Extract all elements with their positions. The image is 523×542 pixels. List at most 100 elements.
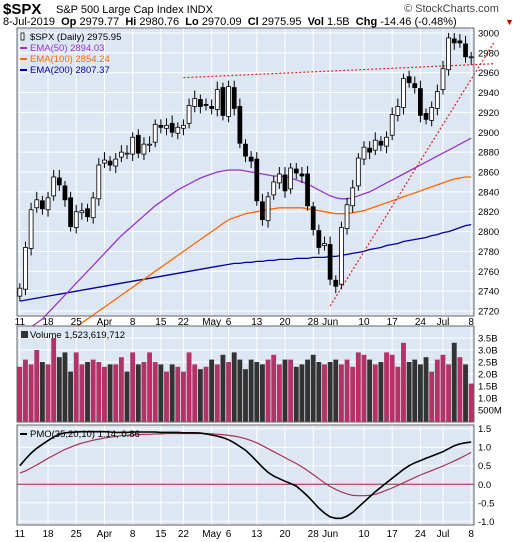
- candle: [152, 119, 158, 148]
- candle: [350, 179, 356, 213]
- candle-body: [124, 152, 130, 155]
- volume-bar: [254, 362, 260, 422]
- volume-bar: [175, 366, 181, 422]
- open-label: Op: [61, 16, 77, 28]
- x-tick-label: 20: [279, 317, 291, 328]
- ticker-symbol[interactable]: $SPX: [3, 1, 42, 18]
- candle-body: [412, 83, 418, 88]
- x-tick-label: 17: [387, 529, 399, 540]
- volume-bar: [446, 364, 452, 422]
- candle: [45, 191, 51, 217]
- candle-body: [209, 106, 215, 109]
- volume-bar: [401, 342, 406, 422]
- x-tick-label: 8: [130, 529, 136, 540]
- brand-link[interactable]: © StockCharts.com: [404, 3, 499, 15]
- index-name: S&P 500 Large Cap Index INDX: [56, 4, 213, 16]
- volume-bar: [124, 371, 130, 422]
- x-tick-label: 18: [42, 317, 54, 328]
- candle-body: [440, 68, 446, 90]
- candle-body: [175, 126, 181, 134]
- volume-bar: [130, 352, 136, 422]
- volume-bar: [395, 366, 401, 422]
- volume-bar: [276, 364, 282, 422]
- candle: [113, 153, 119, 173]
- candle: [423, 108, 429, 125]
- candle: [468, 51, 474, 65]
- candle-body: [40, 200, 45, 210]
- candle-body: [463, 43, 468, 58]
- candle-body: [282, 174, 288, 192]
- candle: [434, 84, 440, 116]
- volume-bar: [203, 366, 209, 422]
- x-tick-label: 8: [468, 529, 474, 540]
- candle: [56, 170, 62, 191]
- candle: [378, 136, 384, 152]
- volume-bar: [68, 371, 74, 422]
- x-tick-label: 18: [42, 529, 54, 540]
- candle-body: [299, 173, 305, 177]
- x-tick-label: 22: [178, 529, 190, 540]
- volume-bar: [451, 342, 457, 422]
- volume-bar: [316, 362, 322, 422]
- volume-bar: [158, 364, 164, 422]
- candle-body: [339, 227, 344, 285]
- candle: [175, 122, 181, 140]
- volume-bar: [338, 364, 344, 422]
- candle-body: [17, 287, 23, 297]
- candle: [141, 137, 147, 161]
- volume-label: Vol: [307, 16, 324, 28]
- candle: [288, 163, 294, 194]
- volume-bar: [181, 371, 186, 422]
- candle: [107, 156, 113, 172]
- volume-bar: [152, 362, 158, 422]
- y-tick-label: 1.5B: [478, 382, 498, 393]
- candle-body: [73, 211, 79, 229]
- x-tick-label: 11: [15, 317, 26, 328]
- candle-body: [186, 105, 192, 124]
- chart-header: $SPX S&P 500 Large Cap Index INDX © Stoc…: [0, 0, 523, 28]
- volume-bar: [265, 359, 271, 422]
- candle: [73, 204, 79, 234]
- candle: [305, 166, 310, 211]
- volume-bar: [406, 362, 412, 422]
- volume-bar: [434, 359, 440, 422]
- volume-bar: [231, 352, 237, 422]
- y-tick-label: 2920: [478, 108, 499, 119]
- candle: [220, 82, 226, 121]
- high-label: Hi: [125, 16, 137, 28]
- volume-bar: [429, 371, 435, 422]
- y-tick-label: 3.5B: [478, 334, 498, 345]
- candle: [322, 236, 327, 251]
- candle-body: [305, 173, 310, 207]
- candle-body: [152, 123, 158, 143]
- candle: [96, 158, 102, 206]
- volume-bar: [355, 352, 361, 422]
- candle: [276, 167, 282, 189]
- legend-volume-swatch: [21, 331, 28, 338]
- x-tick-label: 25: [71, 529, 83, 540]
- candle-body: [344, 204, 350, 230]
- volume-bar: [135, 364, 141, 422]
- y-tick-label: 2960: [478, 68, 499, 79]
- candle: [186, 98, 192, 129]
- candle: [412, 76, 418, 94]
- volume-bar: [51, 338, 57, 422]
- candle-body: [23, 247, 28, 290]
- volume-bar: [62, 352, 68, 422]
- y-tick-label: 2840: [478, 187, 499, 198]
- volume-bar: [271, 354, 277, 422]
- volume-bar: [417, 364, 423, 422]
- candle: [181, 119, 186, 136]
- volume-bar: [17, 366, 23, 422]
- volume-bar: [333, 359, 339, 422]
- candle: [384, 131, 389, 154]
- candle-body: [271, 181, 277, 196]
- volume-bar: [299, 364, 305, 422]
- quote-line: 8-Jul-2019 Op 2979.77 Hi 2980.76 Lo 2970…: [3, 16, 457, 28]
- legend-entry: PMO(35,20,10) 1.14, 0.86: [30, 429, 140, 440]
- candle: [17, 283, 23, 302]
- x-tick-label: 28: [308, 317, 320, 328]
- candle-body: [62, 185, 68, 201]
- legend-entry: Volume 1,523,619,712: [30, 330, 125, 341]
- x-tick-label: 28: [308, 529, 320, 540]
